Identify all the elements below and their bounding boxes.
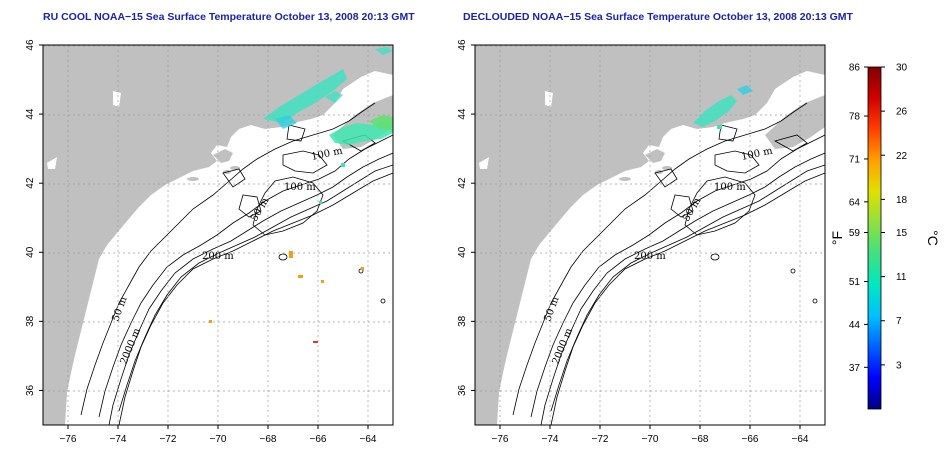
celsius-unit-label: °C (925, 230, 941, 246)
sst-swath-right (693, 85, 753, 129)
contour-label: 100 m (310, 145, 344, 162)
contour-label: 50 m (249, 196, 271, 224)
contour-label: 100 m (714, 182, 746, 193)
celsius-tick-label: 30 (896, 63, 908, 74)
lon-tick-label: −68 (260, 434, 277, 445)
lat-tick-label: 42 (457, 177, 468, 189)
contour-label: 200 m (202, 251, 234, 262)
lat-tick-label: 46 (457, 39, 468, 51)
celsius-tick-label: 18 (896, 195, 908, 206)
lon-tick-label: −74 (110, 434, 127, 445)
lat-tick-label: 46 (25, 39, 36, 51)
map-panel-left (42, 44, 394, 426)
lat-tick-label: 38 (25, 315, 36, 327)
celsius-tick-label: 7 (896, 316, 902, 327)
lon-tick-label: −74 (542, 434, 559, 445)
sst-swath-left (209, 47, 393, 343)
colorbar-fahrenheit-ticks: 86 78 71 64 59 51 44 37 (849, 63, 868, 374)
contour-label: 50 m (542, 295, 561, 323)
lon-tick-label: −66 (310, 434, 327, 445)
fahrenheit-tick-label: 51 (849, 277, 861, 288)
contour-label: 100 m (740, 145, 774, 162)
map-base-right (474, 44, 826, 426)
lon-tick-label: −72 (160, 434, 177, 445)
lon-tick-label: −70 (642, 434, 659, 445)
celsius-tick-label: 22 (896, 151, 908, 162)
celsius-tick-label: 26 (896, 107, 908, 118)
lat-tick-label: 40 (25, 246, 36, 258)
colorbar: 86 78 71 64 59 51 44 37 30 26 22 18 15 11 7 3 °F °C (829, 63, 941, 410)
fahrenheit-tick-label: 71 (849, 154, 861, 165)
lat-tick-label: 44 (25, 108, 36, 120)
lat-tick-label: 42 (25, 177, 36, 189)
lat-tick-label: 44 (457, 108, 468, 120)
fahrenheit-unit-label: °F (829, 231, 845, 245)
fahrenheit-tick-label: 78 (849, 112, 861, 123)
lon-tick-label: −72 (592, 434, 609, 445)
colorbar-celsius-ticks: 30 26 22 18 15 11 7 3 (881, 63, 908, 371)
lon-tick-label: −68 (692, 434, 709, 445)
map-base-left (42, 44, 394, 426)
lat-tick-label: 36 (25, 384, 36, 396)
fahrenheit-tick-label: 44 (849, 320, 861, 331)
map-panel-right (474, 44, 826, 426)
lon-tick-label: −66 (742, 434, 759, 445)
contour-label: 2000 m (551, 326, 576, 366)
contour-label: 200 m (634, 251, 666, 262)
lon-tick-label: −64 (792, 434, 809, 445)
fahrenheit-tick-label: 86 (849, 63, 861, 74)
contour-label: 50 m (681, 196, 703, 224)
map-title-right: DECLOUDED NOAA−15 Sea Surface Temperatur… (463, 11, 853, 23)
lon-tick-label: −76 (60, 434, 77, 445)
map-title-left: RU COOL NOAA−15 Sea Surface Temperature … (43, 11, 415, 23)
fahrenheit-tick-label: 37 (849, 363, 861, 374)
fahrenheit-tick-label: 64 (849, 197, 861, 208)
celsius-tick-label: 11 (896, 272, 907, 283)
contour-label: 100 m (284, 182, 316, 193)
lat-tick-label: 40 (457, 246, 468, 258)
lon-tick-label: −70 (210, 434, 227, 445)
lon-tick-label: −76 (492, 434, 509, 445)
fahrenheit-tick-label: 59 (849, 228, 861, 239)
celsius-tick-label: 15 (896, 228, 908, 239)
axes-left: −76 −74 −72 −70 −68 −66 −64 36 38 40 42 44 46 (25, 39, 377, 445)
contour-label: 2000 m (119, 326, 144, 366)
lat-tick-label: 36 (457, 384, 468, 396)
lat-tick-label: 38 (457, 315, 468, 327)
contour-label: 50 m (110, 295, 129, 323)
axes-right: −76 −74 −72 −70 −68 −66 −64 36 38 40 42 44 46 (457, 39, 809, 445)
colorbar-scale (867, 66, 882, 410)
lon-tick-label: −64 (360, 434, 377, 445)
celsius-tick-label: 3 (896, 360, 902, 371)
